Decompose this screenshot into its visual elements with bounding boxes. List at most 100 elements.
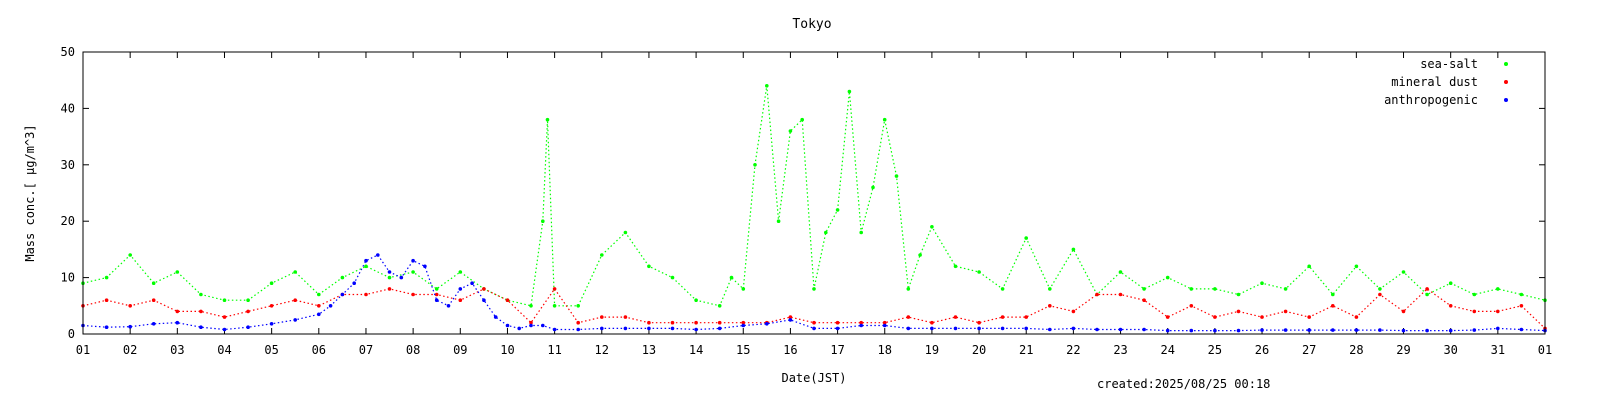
data-point — [387, 270, 392, 274]
data-point — [1000, 326, 1005, 331]
data-point — [387, 287, 392, 291]
x-tick-label: 17 — [830, 343, 844, 357]
x-tick-label: 30 — [1443, 343, 1457, 357]
data-point — [387, 275, 392, 280]
data-point — [1496, 326, 1500, 331]
data-point — [906, 315, 911, 319]
x-tick-label: 21 — [1019, 343, 1033, 357]
x-tick-label: 02 — [123, 343, 137, 357]
data-point — [930, 326, 934, 331]
x-tick-label: 03 — [170, 343, 184, 357]
data-point — [1354, 315, 1359, 319]
data-point — [128, 324, 132, 329]
data-point — [1071, 247, 1076, 252]
data-point — [552, 304, 557, 308]
data-point — [1095, 292, 1099, 297]
data-point — [175, 270, 180, 274]
data-point — [953, 315, 958, 319]
data-point — [364, 264, 368, 269]
data-point — [670, 320, 675, 325]
data-point — [493, 315, 498, 319]
data-point — [1000, 315, 1005, 319]
data-point — [835, 326, 840, 331]
data-point — [541, 219, 545, 223]
data-point — [1354, 264, 1359, 269]
data-point — [576, 320, 580, 325]
data-point — [293, 270, 298, 274]
data-point — [977, 326, 981, 331]
x-tick-label: 10 — [500, 343, 514, 357]
data-point — [741, 323, 746, 328]
data-point — [847, 89, 852, 94]
data-point — [1307, 328, 1311, 332]
data-point — [788, 318, 793, 322]
x-tick-label: 25 — [1208, 343, 1222, 357]
created-timestamp: created:2025/08/25 00:18 — [1097, 377, 1270, 391]
data-point — [1213, 287, 1217, 291]
data-point — [293, 318, 298, 322]
data-point — [1472, 328, 1477, 332]
series-sea-salt — [81, 84, 1547, 308]
data-point — [104, 275, 109, 280]
data-point — [1189, 287, 1194, 291]
data-point — [918, 253, 922, 257]
data-point — [545, 117, 550, 122]
data-point — [1448, 281, 1453, 286]
data-point — [340, 275, 345, 280]
legend-label: anthropogenic — [1384, 93, 1478, 107]
x-tick-label: 14 — [689, 343, 703, 357]
data-point — [930, 320, 934, 325]
data-point — [199, 292, 203, 297]
data-point — [882, 117, 887, 122]
data-point — [600, 326, 604, 331]
data-point — [930, 225, 934, 229]
series-anthropogenic — [81, 253, 1547, 333]
data-point — [1048, 287, 1052, 291]
data-point — [1236, 309, 1241, 314]
data-point — [1401, 270, 1406, 274]
data-point — [1283, 287, 1288, 291]
data-point — [1024, 326, 1028, 331]
data-point — [812, 326, 816, 331]
data-point — [647, 326, 651, 331]
x-tick-label: 08 — [406, 343, 420, 357]
data-point — [647, 320, 651, 325]
data-point — [458, 287, 463, 291]
x-tick-label: 06 — [312, 343, 326, 357]
data-point — [600, 315, 604, 319]
data-point — [1283, 309, 1288, 314]
x-tick-label: 26 — [1255, 343, 1269, 357]
data-point — [788, 129, 793, 133]
data-point — [552, 287, 557, 291]
data-point — [953, 264, 958, 269]
data-point — [1213, 315, 1217, 319]
data-point — [717, 304, 722, 308]
legend-marker — [1504, 80, 1508, 84]
data-point — [505, 298, 510, 303]
data-point — [446, 304, 451, 308]
data-point — [269, 281, 274, 286]
y-tick-label: 40 — [61, 101, 75, 115]
data-point — [882, 320, 887, 325]
data-point — [753, 163, 757, 167]
legend-marker — [1504, 98, 1508, 102]
data-point — [717, 326, 722, 331]
data-point — [482, 298, 486, 303]
data-point — [1165, 315, 1170, 319]
data-point — [1354, 328, 1359, 332]
data-point — [694, 327, 698, 332]
data-point — [293, 298, 298, 303]
data-point — [411, 292, 415, 297]
data-point — [1448, 328, 1453, 333]
data-point — [859, 320, 863, 325]
data-point — [151, 322, 156, 326]
data-point — [1142, 327, 1146, 332]
data-point — [729, 275, 734, 280]
data-point — [824, 230, 828, 235]
data-point — [175, 320, 180, 325]
data-point — [458, 270, 463, 274]
data-point — [104, 298, 109, 303]
data-point — [1378, 328, 1382, 332]
data-point — [647, 264, 651, 269]
